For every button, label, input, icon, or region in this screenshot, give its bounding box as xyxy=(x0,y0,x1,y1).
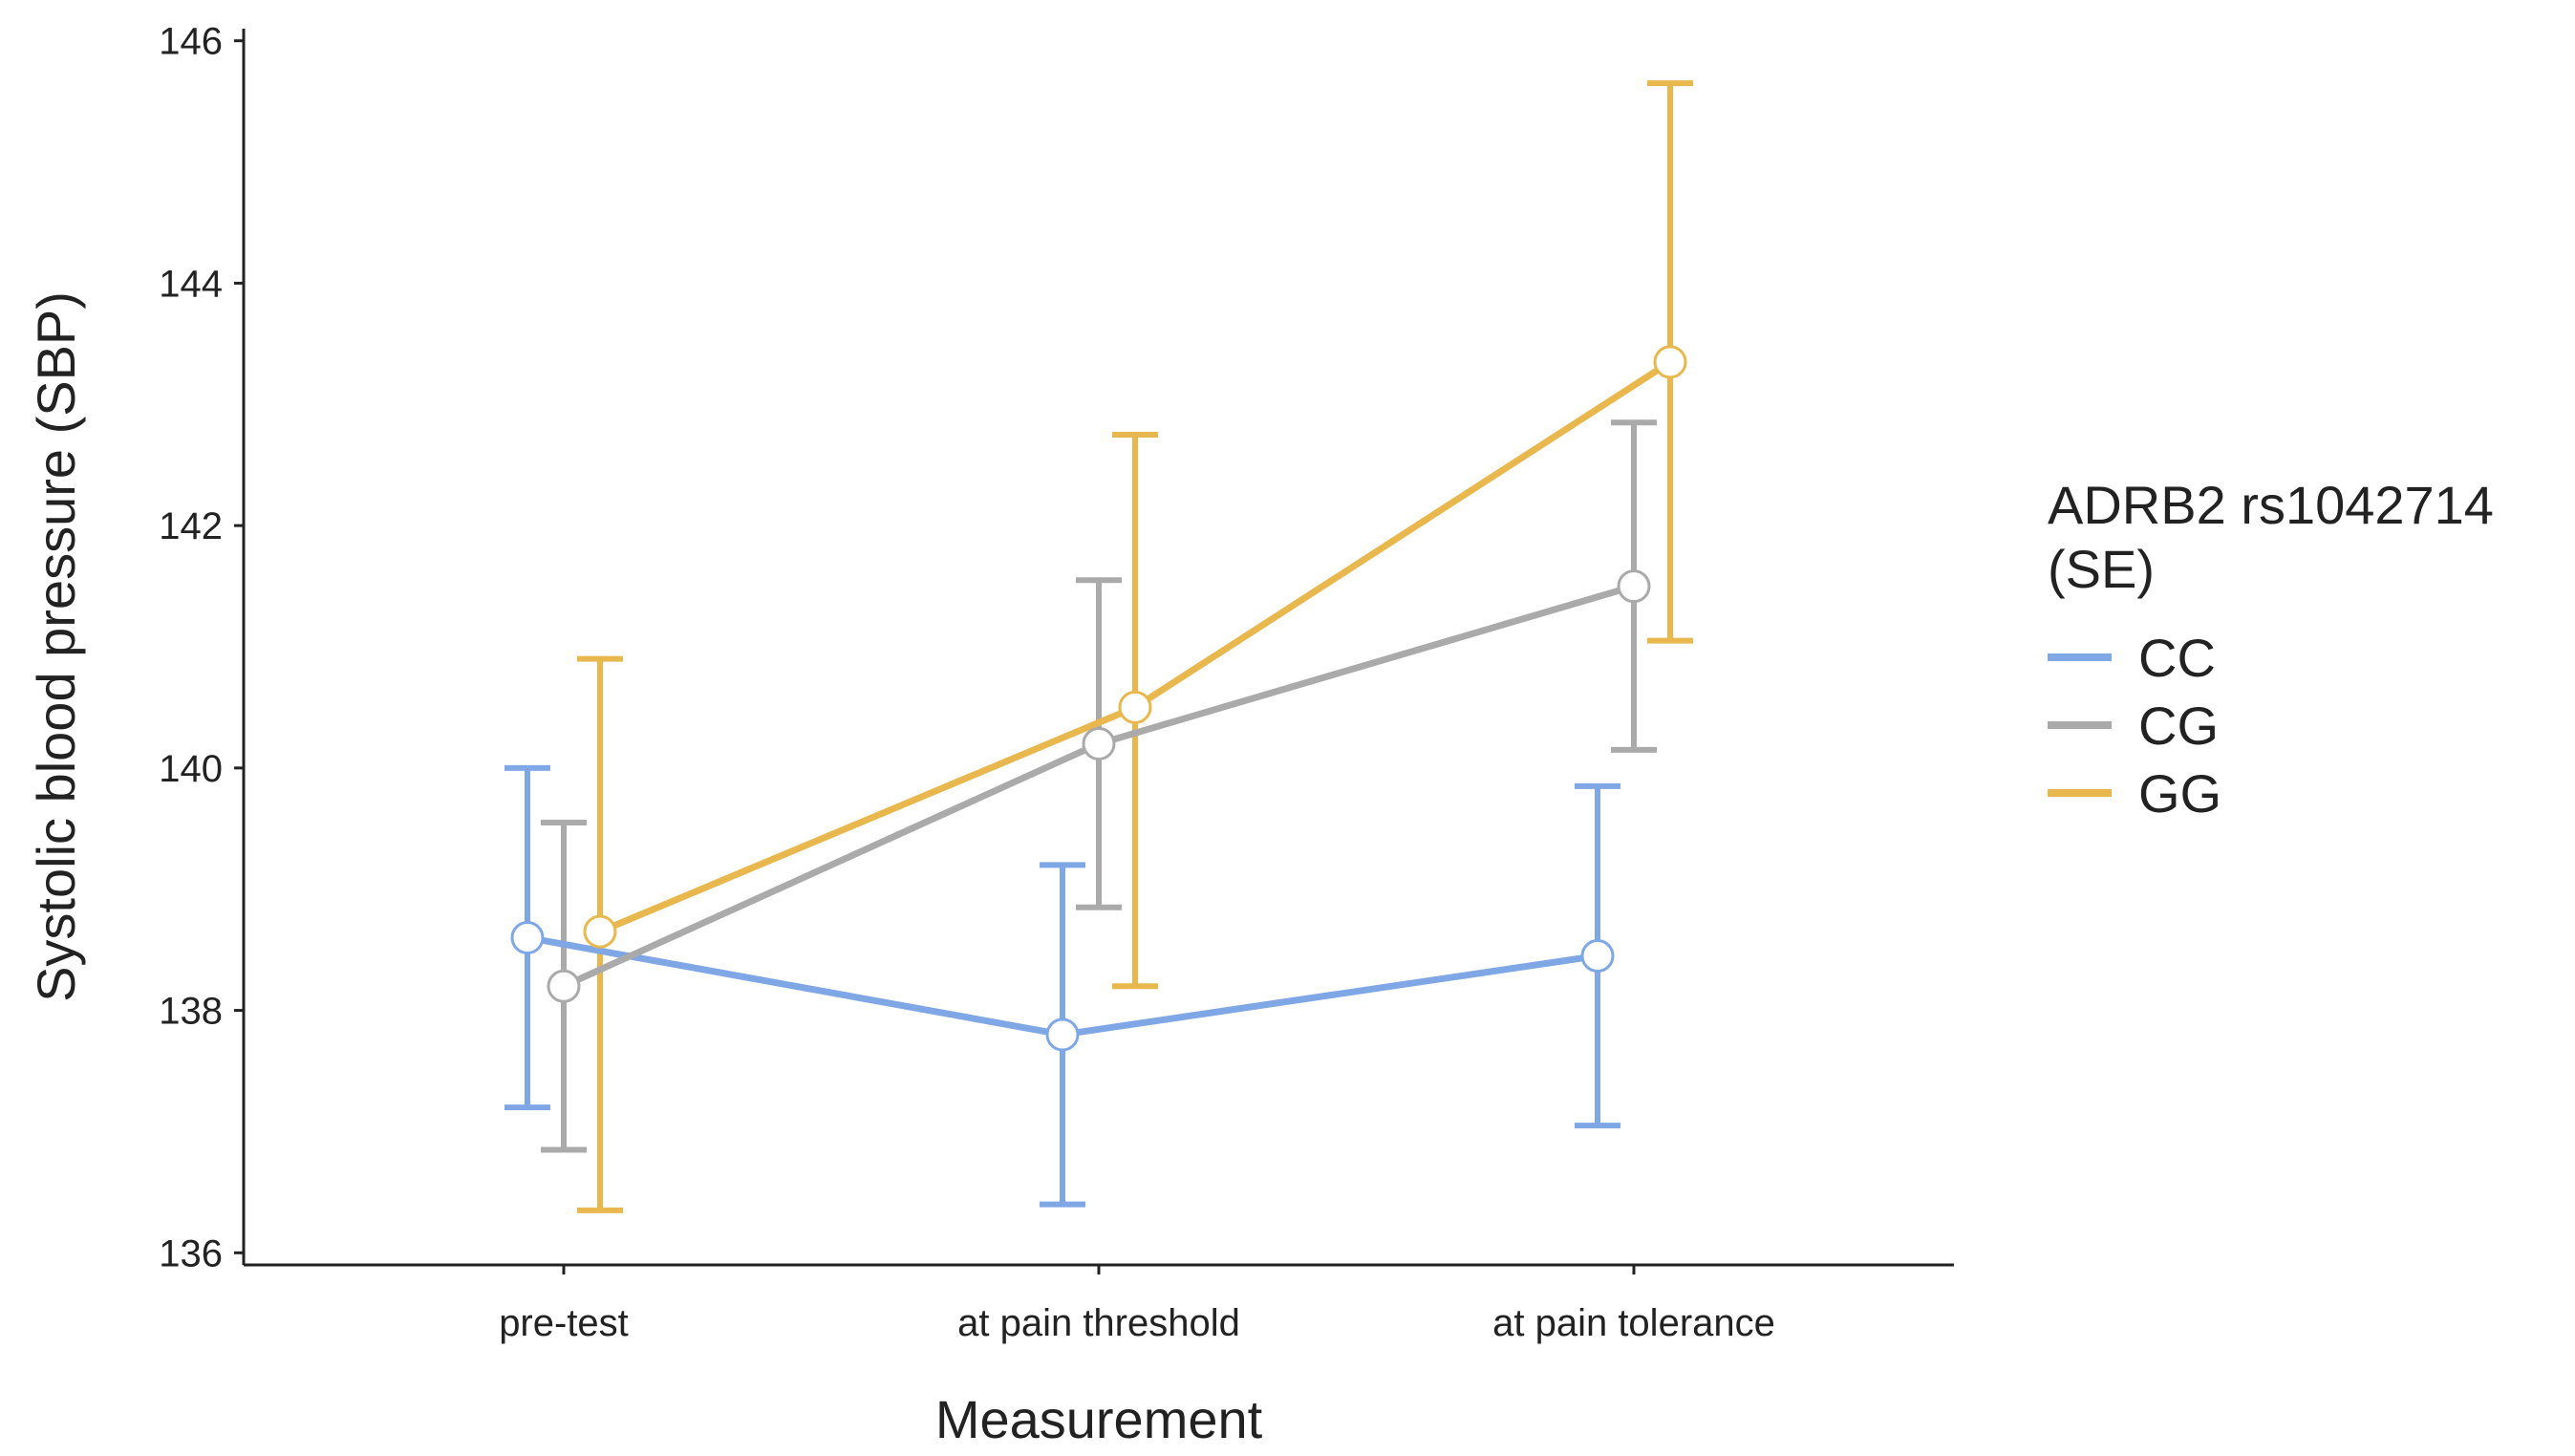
plot-area xyxy=(504,80,1693,1213)
x-tick-label: at pain threshold xyxy=(957,1302,1240,1344)
legend-title-line1: ADRB2 rs1042714 xyxy=(2048,475,2494,535)
legend-label-cc: CC xyxy=(2138,628,2216,688)
y-tick-label: 144 xyxy=(159,263,223,305)
y-tick-label: 136 xyxy=(159,1232,223,1274)
data-point-cc xyxy=(1580,939,1615,973)
data-point-gg xyxy=(1118,690,1152,724)
legend-label-cg: CG xyxy=(2138,696,2219,756)
error-bars xyxy=(504,80,1693,1213)
y-axis-title: Systolic blood pressure (SBP) xyxy=(26,291,86,1002)
x-axis-title: Measurement xyxy=(935,1389,1263,1449)
data-point-cg xyxy=(1082,726,1116,760)
data-point-cc xyxy=(510,920,545,954)
y-tick-label: 142 xyxy=(159,505,223,547)
legend-title-line2: (SE) xyxy=(2048,539,2155,599)
y-tick-label: 140 xyxy=(159,748,223,790)
y-tick-label: 146 xyxy=(159,21,223,63)
data-point-cg xyxy=(1617,569,1651,604)
legend-label-gg: GG xyxy=(2138,763,2221,824)
series-points xyxy=(510,345,1687,1052)
legend-items: CC CG GG xyxy=(2048,628,2221,824)
data-point-gg xyxy=(583,914,617,949)
x-tick-label: at pain tolerance xyxy=(1492,1302,1775,1344)
legend: ADRB2 rs1042714 (SE) CC CG GG xyxy=(2048,475,2494,824)
data-point-cc xyxy=(1045,1017,1080,1052)
x-ticks: pre-test at pain threshold at pain toleran… xyxy=(499,1265,1775,1344)
data-point-gg xyxy=(1653,345,1687,379)
y-tick-label: 138 xyxy=(159,991,223,1033)
data-point-cg xyxy=(547,969,581,1003)
x-tick-label: pre-test xyxy=(499,1302,629,1344)
y-ticks: 136 138 140 142 144 146 xyxy=(159,21,244,1274)
